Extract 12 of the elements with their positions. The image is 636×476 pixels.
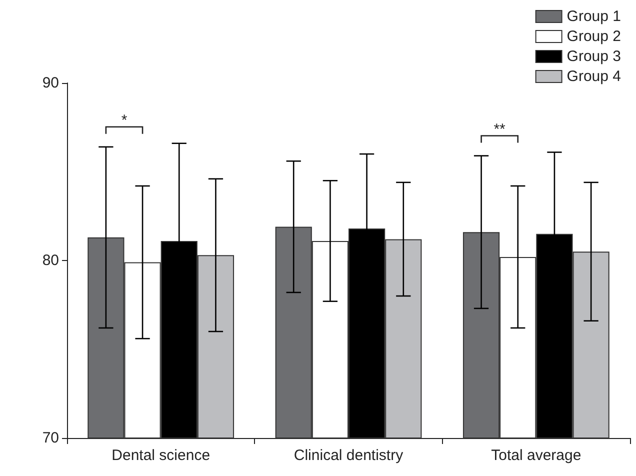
legend-label: Group 4 xyxy=(566,68,622,85)
x-tick-label: Total average xyxy=(491,447,582,464)
legend-label: Group 1 xyxy=(566,8,622,25)
legend-label: Group 2 xyxy=(566,28,622,45)
y-tick-label: 80 xyxy=(42,252,59,269)
y-tick-label: 90 xyxy=(42,74,59,92)
annotation: * xyxy=(121,112,128,129)
annotation: ** xyxy=(494,120,506,138)
x-tick-label: Dental science xyxy=(112,447,210,464)
legend-label: Group 3 xyxy=(566,48,622,65)
y-tick-label: 70 xyxy=(42,430,59,446)
x-tick-label: Clinical dentistry xyxy=(294,447,404,464)
